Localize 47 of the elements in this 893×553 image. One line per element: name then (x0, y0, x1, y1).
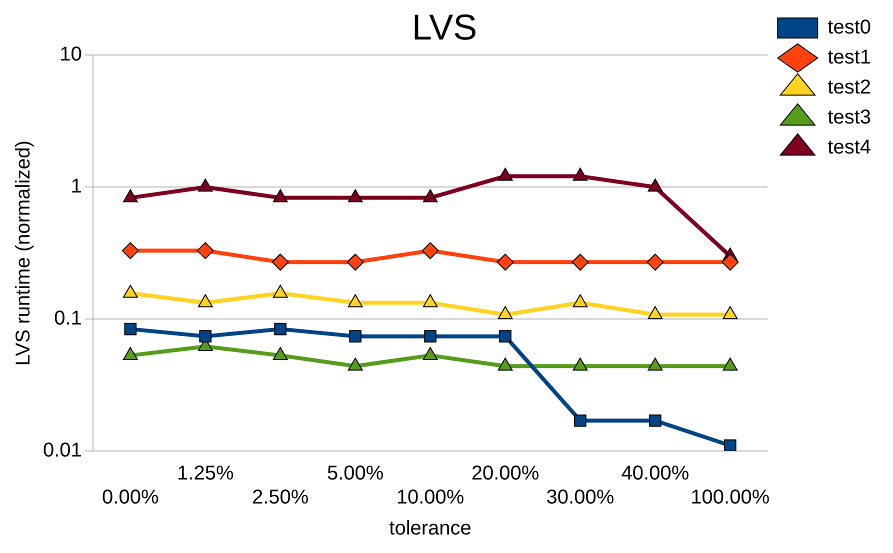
point (498, 358, 513, 371)
point (422, 189, 438, 202)
legend-label: test2 (828, 76, 871, 99)
point (122, 284, 138, 298)
y-tick-label: 1 (70, 176, 82, 198)
point (648, 358, 663, 371)
point (572, 168, 588, 181)
x-tick-label: 100.00% (690, 486, 770, 509)
y-tick-label: 0.01 (42, 440, 82, 462)
point (648, 178, 663, 192)
point (724, 439, 736, 451)
point (498, 168, 513, 181)
y-tick-label: 0.1 (54, 308, 82, 330)
point (498, 306, 513, 320)
point (422, 294, 438, 308)
x-tick-label: 5.00% (326, 462, 384, 485)
point (722, 358, 738, 371)
x-tick-label: 20.00% (471, 462, 540, 485)
x-axis-title: tolerance (389, 518, 472, 540)
x-tick-label: 1.25% (177, 462, 234, 485)
chart-title: LVS (412, 6, 478, 48)
point (422, 346, 438, 360)
x-tick-label: 30.00% (546, 486, 614, 509)
point (272, 189, 288, 202)
point (198, 294, 213, 308)
point (272, 346, 288, 360)
x-tick-label: 2.50% (252, 486, 309, 509)
point (648, 306, 663, 320)
legend-label: test1 (828, 46, 871, 69)
legend-label: test3 (828, 106, 871, 129)
x-tick-label: 10.00% (396, 486, 464, 509)
x-tick-label: 40.00% (621, 462, 690, 485)
point (122, 346, 138, 360)
point (348, 358, 363, 371)
point (198, 178, 213, 192)
point (572, 294, 588, 308)
y-axis-title: LVS runtime (normalized) (12, 140, 35, 366)
point (348, 294, 363, 308)
point (572, 358, 588, 371)
point (722, 306, 738, 320)
x-tick-label: 0.00% (102, 486, 159, 509)
point (122, 189, 138, 202)
y-tick-label: 10 (60, 44, 82, 66)
legend-label: test0 (828, 16, 871, 39)
point (272, 284, 288, 298)
point (348, 189, 363, 202)
legend-label: test4 (828, 136, 871, 159)
